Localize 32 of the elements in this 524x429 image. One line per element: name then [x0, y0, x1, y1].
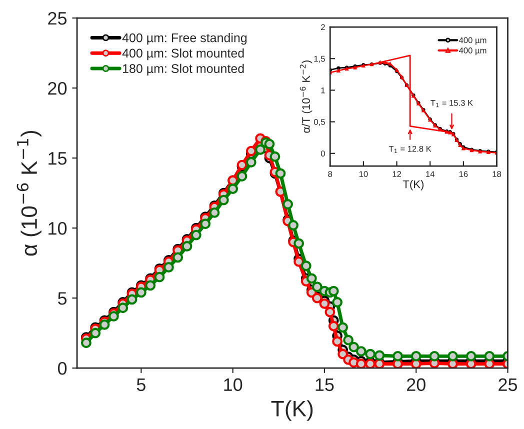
- y-tick-label: 25: [48, 12, 67, 25]
- legend-label: 400 µm: Slot mounted: [122, 48, 244, 60]
- y-tick-label: 0,5: [314, 119, 325, 126]
- x-tick-label: 14: [426, 171, 434, 177]
- annotation: T$_{1}$ = 12.8 K: [388, 146, 432, 154]
- y-tick-label: 5: [58, 292, 67, 305]
- x-axis-title: T(K): [271, 400, 313, 421]
- legend-label: 400 µm: [458, 48, 486, 56]
- x-tick-label: 8: [328, 171, 332, 178]
- y-tick-label: 20: [48, 82, 67, 95]
- legend-label: 400 µm: [458, 37, 486, 45]
- x-tick-label: 5: [136, 378, 146, 392]
- legend-label: 180 µm: Slot mounted: [122, 64, 244, 76]
- x-tick-label: 20: [406, 378, 426, 392]
- x-axis-title: T(K): [402, 180, 424, 190]
- y-tick-label: 0: [320, 150, 325, 156]
- x-tick-label: 10: [224, 378, 242, 392]
- y-tick-label: 0: [58, 362, 67, 375]
- y-tick-label: 1,5: [314, 56, 325, 63]
- y-tick-label: 1: [321, 87, 325, 94]
- annotation: T$_{1}$ = 15.3 K: [430, 100, 473, 108]
- x-tick-label: 16: [459, 171, 468, 178]
- x-tick-label: 25: [498, 378, 518, 392]
- y-tick-label: 2: [321, 24, 325, 30]
- y-axis-title: α (10$^{−6}$ K$^{−1}$): [16, 130, 42, 256]
- y-axis-title: α/T (10$^{−6}$ K$^{−2}$): [300, 60, 312, 133]
- y-tick-label: 15: [48, 152, 67, 165]
- x-tick-label: 18: [492, 171, 502, 178]
- x-tick-label: 12: [392, 171, 401, 177]
- y-tick-label: 10: [48, 222, 67, 235]
- legend-label: 400 µm: Free standing: [122, 33, 247, 45]
- x-tick-label: 10: [359, 171, 368, 178]
